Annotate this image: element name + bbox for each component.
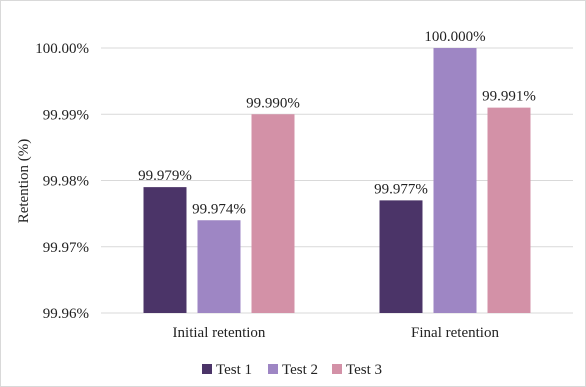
bar-test-3 xyxy=(487,107,531,313)
x-category-label: Initial retention xyxy=(173,325,266,341)
bar-test-1 xyxy=(143,187,187,313)
y-tick-label: 99.99% xyxy=(43,107,89,123)
y-tick-label: 100.00% xyxy=(35,41,89,57)
y-tick-label: 99.98% xyxy=(43,174,89,190)
data-label: 100.000% xyxy=(424,29,485,45)
legend-label: Test 2 xyxy=(282,362,318,378)
legend: Test 1 Test 2 Test 3 xyxy=(202,362,382,378)
bar-test-1 xyxy=(379,200,423,313)
data-label: 99.977% xyxy=(374,181,428,197)
y-tick-label: 99.97% xyxy=(43,240,89,256)
legend-label: Test 1 xyxy=(216,362,252,378)
data-label: 99.990% xyxy=(246,95,300,111)
legend-label: Test 3 xyxy=(346,362,382,378)
data-label: 99.974% xyxy=(192,201,246,217)
y-axis-title: Retention (%) xyxy=(16,139,32,224)
legend-swatch xyxy=(202,364,212,374)
y-tick-label: 99.96% xyxy=(43,306,89,322)
data-label: 99.979% xyxy=(138,168,192,184)
legend-swatch xyxy=(268,364,278,374)
x-category-label: Final retention xyxy=(411,325,499,341)
bar-test-3 xyxy=(251,114,295,313)
y-axis-ticks: 99.96% 99.97% 99.98% 99.99% 100.00% xyxy=(35,41,89,322)
bars xyxy=(143,48,531,313)
bar-test-2 xyxy=(433,48,477,313)
bar-test-2 xyxy=(197,220,241,313)
x-axis-categories: Initial retention Final retention xyxy=(173,325,500,341)
data-label: 99.991% xyxy=(482,89,536,105)
data-labels: 99.979% 99.974% 99.990% 99.977% 100.000% 99.9… xyxy=(138,29,536,217)
legend-swatch xyxy=(332,364,342,374)
